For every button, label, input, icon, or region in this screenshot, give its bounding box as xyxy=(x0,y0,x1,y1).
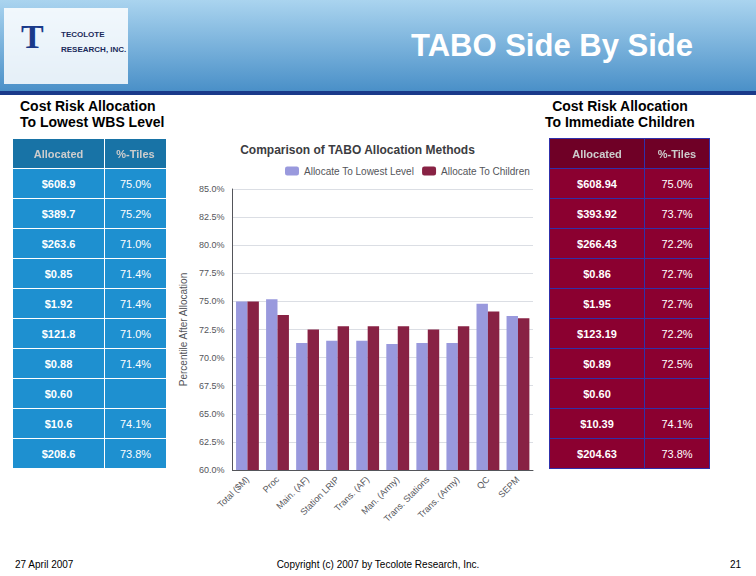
html-text:71.0%: 71.0% xyxy=(119,327,152,340)
html-text:TABO Side By Side: TABO Side By Side xyxy=(411,28,693,63)
html-text:$263.6: $263.6 xyxy=(41,237,76,250)
svg-text:Main. (AF): Main. (AF) xyxy=(274,474,312,512)
html-text:$266.43: $266.43 xyxy=(577,237,617,250)
html-text:75.2%: 75.2% xyxy=(119,207,152,220)
svg-text:Proc: Proc xyxy=(261,474,281,494)
svg-text:Comparison of TABO Allocation: Comparison of TABO Allocation Methods xyxy=(240,143,475,157)
html-text:TECOLOTE: TECOLOTE xyxy=(61,30,105,39)
html-text:75.0%: 75.0% xyxy=(661,177,693,190)
html-text:72.2%: 72.2% xyxy=(661,327,693,340)
svg-text:60.0%: 60.0% xyxy=(199,465,225,475)
html-text:73.8%: 73.8% xyxy=(119,447,152,460)
svg-text:65.0%: 65.0% xyxy=(199,409,225,419)
html-text:21: 21 xyxy=(729,559,741,570)
html-text:$0.60: $0.60 xyxy=(44,387,73,400)
html-text:72.5%: 72.5% xyxy=(661,357,693,370)
html-text:Cost Risk Allocation To Immedi: Cost Risk Allocation To Immediate Childr… xyxy=(545,98,695,130)
html-text:73.8%: 73.8% xyxy=(661,447,693,460)
html-text:$608.9: $608.9 xyxy=(41,177,76,190)
svg-text:QC: QC xyxy=(475,474,492,491)
html-text:$0.88: $0.88 xyxy=(44,357,73,370)
html-text:$0.89: $0.89 xyxy=(583,357,611,370)
html-text:Allocated: Allocated xyxy=(572,147,622,160)
html-text:71.4%: 71.4% xyxy=(119,267,152,280)
html-text:Allocated: Allocated xyxy=(33,147,84,160)
html-text:$0.86: $0.86 xyxy=(583,267,611,280)
svg-text:Trans. (AF): Trans. (AF) xyxy=(332,474,372,514)
svg-text:Allocate To Children: Allocate To Children xyxy=(441,166,530,177)
html-text:%-Tiles: %-Tiles xyxy=(657,147,697,160)
html-text:71.4%: 71.4% xyxy=(119,297,152,310)
html-text:74.1%: 74.1% xyxy=(119,417,152,430)
html-text:71.0%: 71.0% xyxy=(119,237,152,250)
svg-text:62.5%: 62.5% xyxy=(199,437,225,447)
svg-text:70.0%: 70.0% xyxy=(199,353,225,363)
svg-text:Trans. Stations: Trans. Stations xyxy=(381,474,432,524)
html-text:RESEARCH, INC.: RESEARCH, INC. xyxy=(61,45,127,54)
html-text:$393.92: $393.92 xyxy=(577,207,617,220)
html-text:$121.8: $121.8 xyxy=(41,327,76,340)
svg-text:Trans. (Army): Trans. (Army) xyxy=(416,474,462,520)
html-text:$10.39: $10.39 xyxy=(580,417,614,430)
svg-text:SEPM: SEPM xyxy=(496,474,521,499)
html-text:$1.92: $1.92 xyxy=(44,297,73,310)
html-text:75.0%: 75.0% xyxy=(119,177,152,190)
html-text:74.1%: 74.1% xyxy=(661,417,693,430)
html-text:$10.6: $10.6 xyxy=(44,417,73,430)
html-text:72.7%: 72.7% xyxy=(661,267,693,280)
svg-text:Man. (Army): Man. (Army) xyxy=(359,474,402,517)
html-text:$608.94: $608.94 xyxy=(577,177,617,190)
html-text:$1.95: $1.95 xyxy=(583,297,611,310)
html-text:72.2%: 72.2% xyxy=(661,237,693,250)
svg-text:Percentile After Allocation: Percentile After Allocation xyxy=(178,273,189,386)
html-text:27 April 2007: 27 April 2007 xyxy=(15,559,74,570)
html-text:T: T xyxy=(21,18,44,55)
svg-text:Total ($M): Total ($M) xyxy=(216,474,251,509)
html-text:$204.63: $204.63 xyxy=(577,447,617,460)
svg-text:67.5%: 67.5% xyxy=(199,381,225,391)
svg-text:80.0%: 80.0% xyxy=(199,240,225,250)
svg-text:77.5%: 77.5% xyxy=(199,268,225,278)
html-text:$389.7: $389.7 xyxy=(41,207,76,220)
svg-text:75.0%: 75.0% xyxy=(199,296,225,306)
svg-text:85.0%: 85.0% xyxy=(199,184,225,194)
html-text:72.7%: 72.7% xyxy=(661,297,693,310)
html-text:71.4%: 71.4% xyxy=(119,357,152,370)
html-text:73.7%: 73.7% xyxy=(661,207,693,220)
html-text:$208.6: $208.6 xyxy=(41,447,76,460)
svg-text:82.5%: 82.5% xyxy=(199,212,225,222)
html-text:$123.19: $123.19 xyxy=(577,327,617,340)
html-text:Copyright (c) 2007 by Tecolote: Copyright (c) 2007 by Tecolote Research,… xyxy=(276,559,480,570)
svg-text:Allocate To Lowest Level: Allocate To Lowest Level xyxy=(304,166,414,177)
svg-text:Station LRIP: Station LRIP xyxy=(298,474,341,517)
svg-text:72.5%: 72.5% xyxy=(199,325,225,335)
html-text:$0.60: $0.60 xyxy=(583,387,611,400)
html-text:$0.85: $0.85 xyxy=(44,267,73,280)
html-text:Cost Risk Allocation To Lowest: Cost Risk Allocation To Lowest WBS Level xyxy=(20,98,165,130)
html-text:%-Tiles: %-Tiles xyxy=(116,147,155,160)
